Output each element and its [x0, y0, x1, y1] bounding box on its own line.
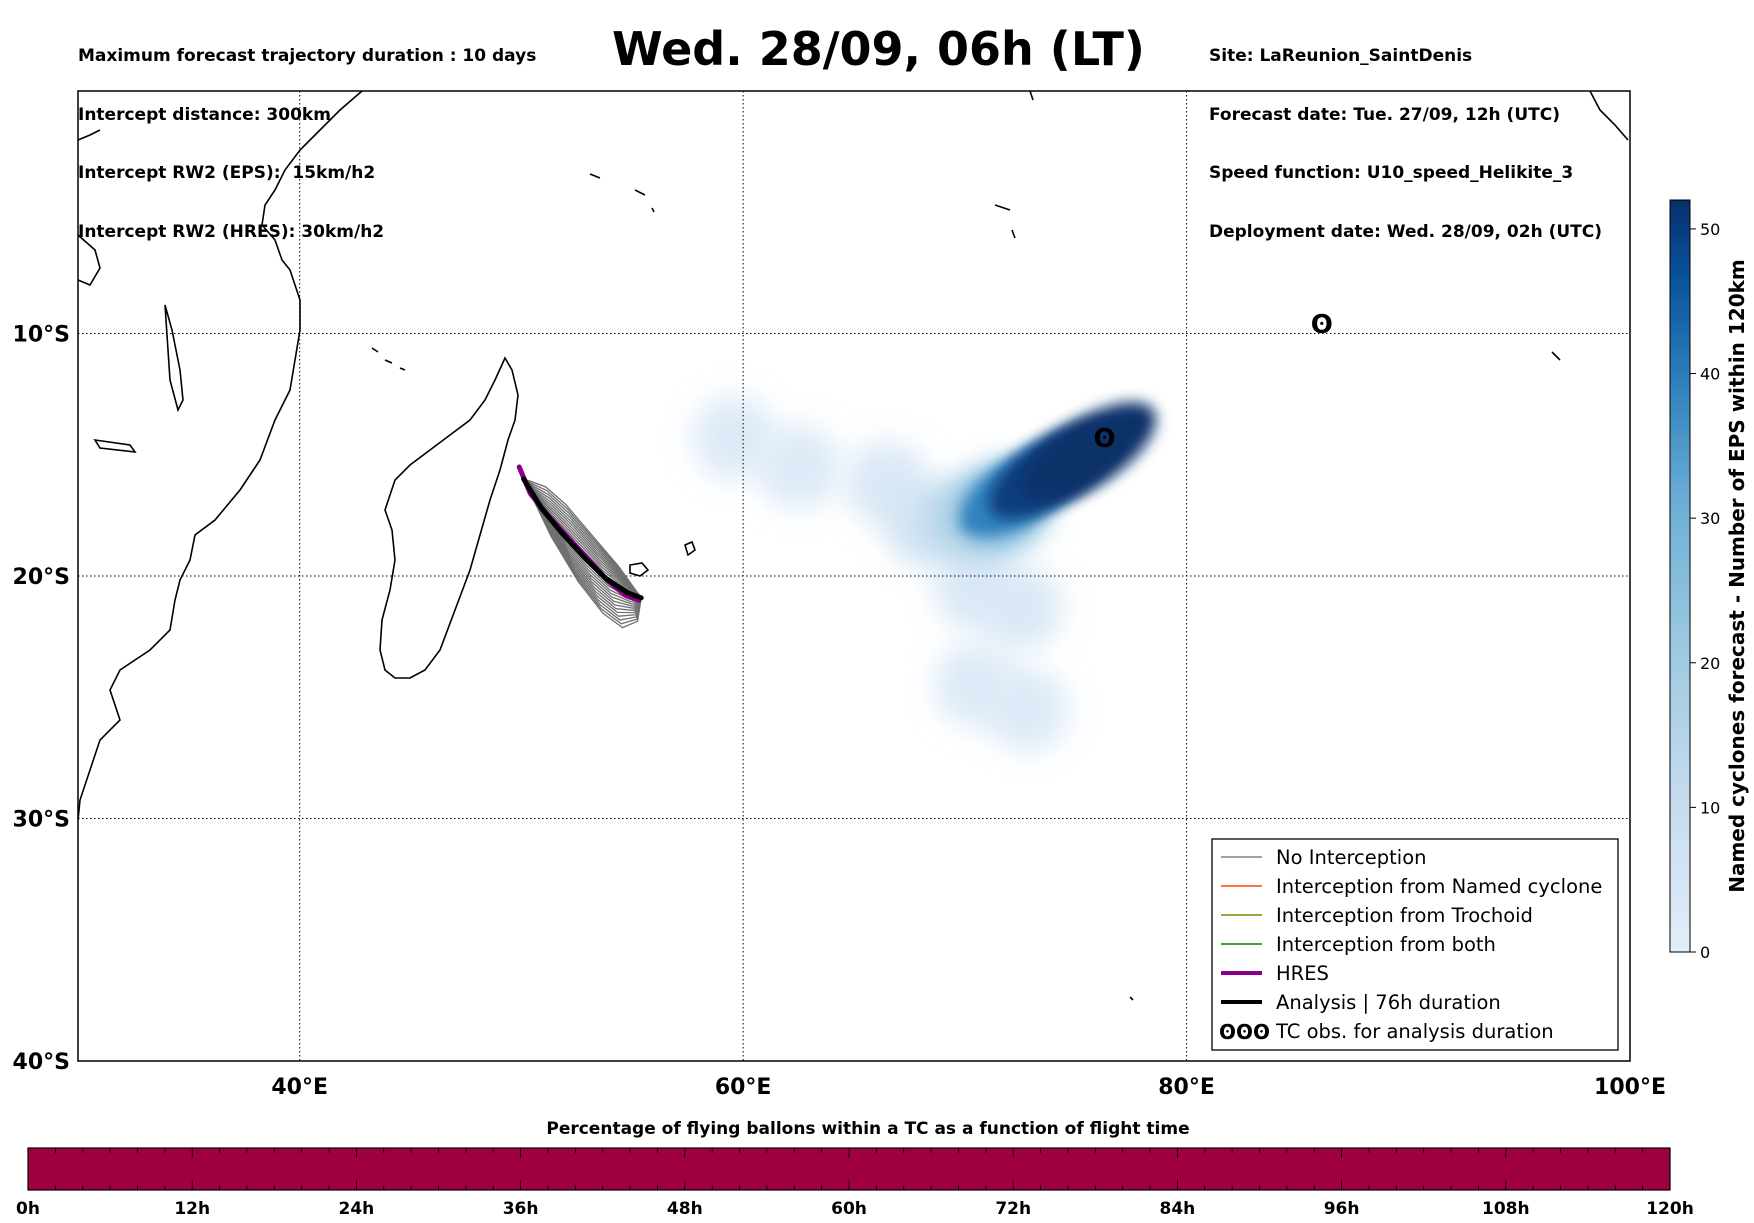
india-tip — [1589, 91, 1629, 141]
lat-label: 40°S — [13, 1050, 70, 1075]
ensemble-trajectory — [523, 478, 642, 605]
header-info-line: Forecast date: Tue. 27/09, 12h (UTC) — [1209, 104, 1560, 125]
lat-label: 10°S — [13, 323, 70, 348]
header-info-line: Maximum forecast trajectory duration : 1… — [78, 46, 537, 66]
header-info-left: Maximum forecast trajectory duration : 1… — [78, 8, 536, 262]
ensemble-trajectory — [523, 478, 642, 599]
ensemble-trajectory — [523, 478, 642, 599]
lon-label: 80°E — [1158, 1075, 1215, 1100]
lat-label: 30°S — [13, 808, 70, 833]
legend-box — [1211, 838, 1619, 1051]
longitude-labels: 40°E 60°E 80°E 100°E — [271, 1075, 1666, 1100]
ensemble-trajectory — [523, 478, 642, 603]
colorbar: 0 10 20 30 40 50 Named cyclones forecast - Nu… — [1669, 199, 1749, 962]
ensemble-trajectory — [523, 478, 642, 599]
legend-item-label: Interception from Named cyclone — [1276, 875, 1602, 898]
lake-tanganyika — [164, 304, 184, 413]
ensemble-trajectory — [523, 478, 642, 599]
analysis-track — [521, 476, 644, 601]
eps-density-blob — [692, 395, 777, 480]
map-frame — [77, 90, 1631, 1062]
sumatra-tip — [1551, 351, 1561, 361]
eps-density-blob — [1021, 402, 1157, 503]
seychelles-islands — [589, 173, 655, 213]
time-bar-tick-label: 0h — [16, 1199, 40, 1219]
header-info-line: Speed function: U10_speed_Helikite_3 — [1209, 163, 1574, 183]
time-percentage-bar: Percentage of flying ballons within a TC… — [16, 1119, 1694, 1219]
colorbar-gradient — [1669, 199, 1691, 953]
time-bar-tick-label: 120h — [1646, 1199, 1694, 1219]
eps-density-blob — [984, 667, 1069, 752]
colorbar-label: Named cyclones forecast - Number of EPS … — [1725, 259, 1749, 893]
lon-label: 40°E — [271, 1075, 328, 1100]
africa-coastline — [78, 91, 363, 821]
time-bar-title: Percentage of flying ballons within a TC… — [546, 1119, 1189, 1139]
eps-density-plume — [692, 395, 1157, 752]
time-bar-tick-label: 72h — [995, 1199, 1031, 1219]
tc-obs-current-icon: ʘ — [1093, 424, 1115, 454]
ensemble-trajectory — [523, 478, 642, 599]
colorbar-tick-label: 10 — [1700, 798, 1720, 817]
time-bar-tick-label: 96h — [1324, 1199, 1360, 1219]
ensemble-trajectory — [523, 478, 642, 599]
legend-item-label: Interception from Trochoid — [1276, 904, 1533, 927]
legend-item-label: Analysis | 76h duration — [1276, 991, 1501, 1014]
map-area: ʘ ʘ — [78, 91, 1630, 1061]
legend-tc-obs-icon: ʘʘʘ — [1219, 1020, 1270, 1044]
legend-item-label: No Interception — [1276, 846, 1427, 869]
map-title: Wed. 28/09, 06h (LT) — [612, 22, 1145, 76]
time-bar-tick-label: 60h — [831, 1199, 867, 1219]
maldives-islands — [1029, 91, 1034, 101]
madagascar-coastline — [379, 356, 519, 679]
legend: No Interception Interception from Named c… — [1211, 838, 1619, 1051]
colorbar-tick-label: 20 — [1700, 654, 1720, 673]
colorbar-tick-label: 0 — [1700, 943, 1710, 962]
latitude-labels: 10°S 20°S 30°S 40°S — [13, 323, 70, 1076]
ensemble-trajectory — [523, 478, 642, 610]
header-info-line: Site: LaReunion_SaintDenis — [1209, 46, 1473, 66]
header-info-line: Intercept distance: 300km — [78, 104, 331, 125]
lat-label: 20°S — [13, 565, 70, 590]
time-bar-tick-label: 108h — [1482, 1199, 1530, 1219]
legend-item-label: HRES — [1276, 962, 1329, 985]
colorbar-tick-label: 30 — [1700, 509, 1720, 528]
lon-label: 60°E — [715, 1075, 772, 1100]
header-info-line: Intercept RW2 (HRES): 30km/h2 — [78, 221, 385, 242]
colorbar-tick-label: 50 — [1700, 220, 1720, 239]
arabia-tip — [78, 129, 101, 141]
gridlines — [78, 91, 1630, 1061]
lake-malawi — [93, 438, 137, 453]
time-bar-tick-label: 48h — [667, 1199, 703, 1219]
colorbar-tick-label: 40 — [1700, 365, 1720, 384]
header-info-right: Site: LaReunion_SaintDenis Forecast date… — [1209, 8, 1602, 262]
eps-density-blob — [978, 565, 1063, 650]
saint-paul-island — [1129, 996, 1134, 1001]
time-bar-tick-label: 84h — [1160, 1199, 1196, 1219]
time-bar-tick-label: 36h — [503, 1199, 539, 1219]
header-info-line: Intercept RW2 (EPS): 15km/h2 — [78, 163, 376, 183]
comoros-islands — [371, 347, 406, 371]
lake-victoria — [78, 234, 101, 287]
time-bar-tick-label: 12h — [174, 1199, 210, 1219]
lon-label: 100°E — [1594, 1075, 1666, 1100]
coastlines — [78, 91, 1629, 1001]
chagos-islands — [994, 204, 1016, 239]
eps-density-blob — [756, 424, 841, 509]
time-bar-tick-label: 24h — [339, 1199, 375, 1219]
header-info-line: Deployment date: Wed. 28/09, 02h (UTC) — [1209, 221, 1603, 242]
reunion-island — [629, 562, 650, 577]
legend-item-label: TC obs. for analysis duration — [1275, 1020, 1554, 1043]
mauritius-island — [684, 540, 696, 557]
tc-obs-far-icon: ʘ — [1311, 310, 1333, 340]
legend-item-label: Interception from both — [1276, 933, 1496, 956]
